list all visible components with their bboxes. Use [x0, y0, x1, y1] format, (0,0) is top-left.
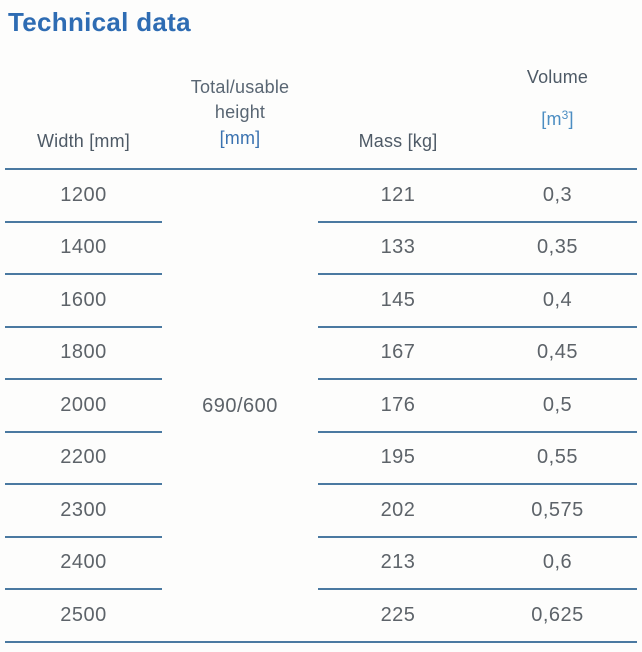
volume-cell: 0,4: [478, 275, 637, 328]
table-row: 1200 121 0,3: [5, 170, 637, 223]
height-cell-empty: [162, 485, 318, 538]
col-header-height-label-line2: height: [214, 102, 266, 122]
col-header-height-unit: [mm]: [219, 128, 261, 148]
height-cell-empty: [162, 223, 318, 276]
col-header-width: Width [mm]: [5, 40, 162, 168]
volume-unit-close: ]: [568, 109, 574, 129]
mass-cell: 167: [318, 328, 478, 380]
col-header-volume-label: Volume: [526, 67, 589, 87]
volume-cell: 0,45: [478, 328, 637, 380]
height-cell-empty: [162, 170, 318, 223]
width-cell: 2400: [5, 538, 162, 590]
height-cell-empty: [162, 275, 318, 328]
table-row: 1400 133 0,35: [5, 223, 637, 276]
volume-cell: 0,5: [478, 380, 637, 433]
height-cell-empty: [162, 590, 318, 643]
mass-cell: 145: [318, 275, 478, 328]
mass-cell: 225: [318, 590, 478, 643]
col-header-width-label: Width [mm]: [36, 131, 130, 151]
volume-cell: 0,625: [478, 590, 637, 643]
mass-cell: 202: [318, 485, 478, 538]
table-row: 2500 225 0,625: [5, 590, 637, 643]
volume-unit-open: [m: [541, 109, 562, 129]
col-header-height: Total/usable height [mm]: [162, 40, 318, 168]
table-row: 2400 213 0,6: [5, 538, 637, 591]
page-title: Technical data: [8, 7, 191, 37]
mass-cell: 195: [318, 433, 478, 485]
width-cell: 2200: [5, 433, 162, 485]
width-cell: 1600: [5, 275, 162, 328]
mass-cell: 213: [318, 538, 478, 590]
width-cell: 2300: [5, 485, 162, 538]
col-header-mass-label: Mass [kg]: [358, 131, 438, 151]
height-cell-empty: [162, 538, 318, 591]
table-row: 2000 690/600 176 0,5: [5, 380, 637, 433]
volume-cell: 0,55: [478, 433, 637, 485]
col-header-height-label-line1: Total/usable: [190, 77, 290, 97]
col-header-volume-unit: [m3]: [541, 109, 573, 130]
width-cell: 1200: [5, 170, 162, 223]
volume-cell: 0,3: [478, 170, 637, 223]
volume-cell: 0,6: [478, 538, 637, 590]
height-cell-empty: [162, 433, 318, 486]
width-cell: 2500: [5, 590, 162, 643]
technical-data-table: Width [mm] Total/usable height [mm] Mass…: [5, 40, 637, 643]
mass-cell: 133: [318, 223, 478, 275]
col-header-mass: Mass [kg]: [318, 40, 478, 168]
table-header-row: Width [mm] Total/usable height [mm] Mass…: [5, 40, 637, 170]
table-row: 2200 195 0,55: [5, 433, 637, 486]
height-merged-cell: 690/600: [202, 394, 278, 417]
volume-cell: 0,575: [478, 485, 637, 538]
col-header-volume: Volume [m3]: [478, 40, 637, 168]
table-row: 1800 167 0,45: [5, 328, 637, 381]
width-cell: 2000: [5, 380, 162, 433]
table-row: 1600 145 0,4: [5, 275, 637, 328]
table-row: 2300 202 0,575: [5, 485, 637, 538]
height-cell-empty: [162, 328, 318, 381]
volume-cell: 0,35: [478, 223, 637, 275]
width-cell: 1400: [5, 223, 162, 275]
mass-cell: 121: [318, 170, 478, 223]
mass-cell: 176: [318, 380, 478, 433]
width-cell: 1800: [5, 328, 162, 380]
volume-unit-superscript: 3: [561, 108, 569, 122]
